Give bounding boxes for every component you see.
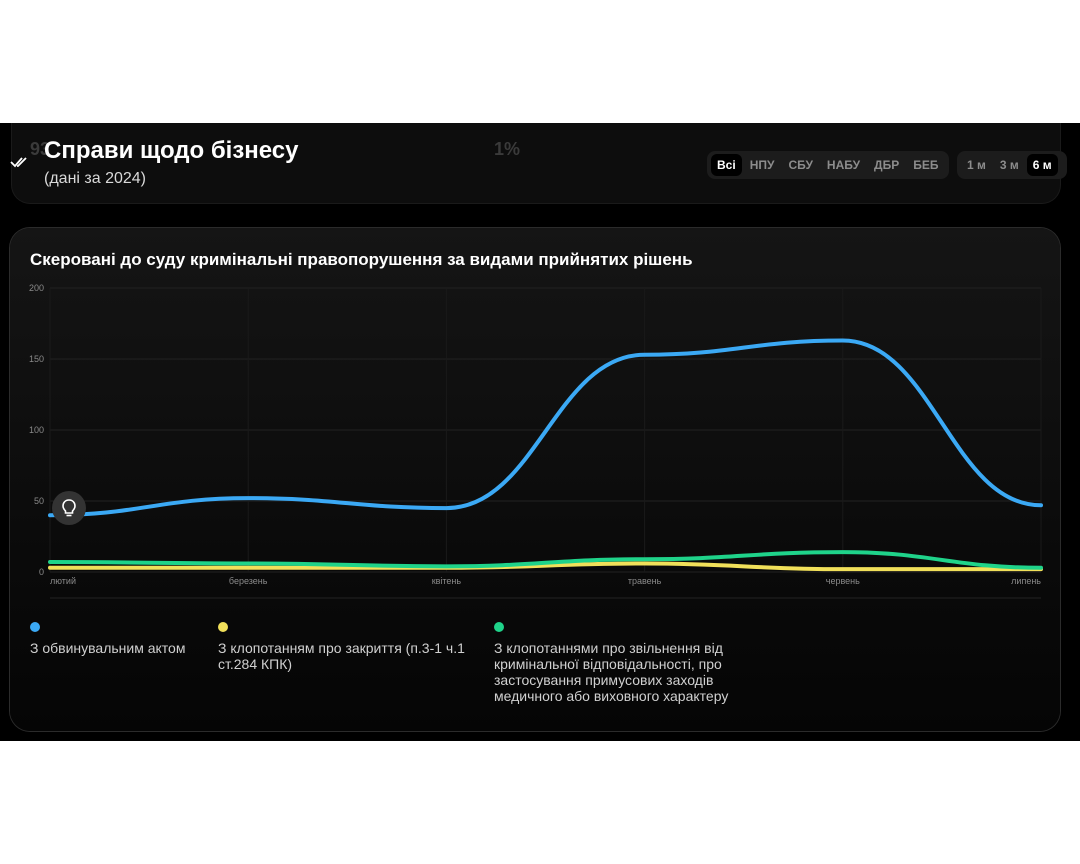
legend-label: З клопотанням про закриття (п.3-1 ч.1 ст… [218, 640, 465, 672]
y-tick-label: 0 [39, 567, 44, 577]
chart-card: Скеровані до суду кримінальні правопоруш… [10, 228, 1060, 731]
agency-option-npu[interactable]: НПУ [749, 158, 775, 172]
legend-dot [494, 622, 504, 632]
y-tick-label: 200 [29, 283, 44, 293]
summary-percent-partial: 1% [494, 139, 521, 159]
x-tick-label: липень [1011, 576, 1041, 586]
legend-dot [30, 622, 40, 632]
y-tick-label: 150 [29, 354, 44, 364]
x-tick-label: квітень [432, 576, 462, 586]
content-area: 93 1% Справи щодо бізнесу (дані за 2024)… [0, 123, 1080, 741]
legend-item: З обвинувальним актом [30, 622, 210, 656]
page-subtitle: (дані за 2024) [44, 170, 146, 187]
hint-button[interactable] [52, 491, 86, 525]
legend-label: З обвинувальним актом [30, 640, 186, 656]
period-filter: 1 м 3 м 6 м [957, 151, 1067, 179]
legend-dot [218, 622, 228, 632]
x-tick-label: червень [826, 576, 860, 586]
x-tick-label: травень [628, 576, 662, 586]
line-chart: 0 50 100 150 200 лютий березень квітень травень ч… [29, 283, 1043, 599]
x-tick-label: лютий [50, 576, 76, 586]
page-title: Справи щодо бізнесу [44, 137, 299, 164]
period-option-6m[interactable]: 6 м [1026, 154, 1058, 176]
period-option-1m[interactable]: 1 м [967, 158, 986, 172]
legend-item: З клопотаннями про звільнення від кримін… [494, 622, 756, 704]
agency-option-beb[interactable]: БЕБ [913, 158, 939, 172]
series-line [48, 550, 1043, 570]
summary-value-partial: 93 [30, 139, 51, 159]
double-check-icon [10, 157, 27, 168]
period-option-3m[interactable]: 3 м [999, 158, 1019, 172]
legend-label: З клопотаннями про звільнення від кримін… [494, 640, 729, 704]
agency-option-sbu[interactable]: СБУ [788, 158, 813, 172]
chart-title: Скеровані до суду кримінальні правопоруш… [30, 250, 693, 269]
agency-option-dbr[interactable]: ДБР [874, 158, 900, 172]
lightbulb-icon [62, 499, 76, 517]
series-line [48, 338, 1043, 518]
y-tick-label: 100 [29, 425, 44, 435]
series-line [48, 561, 1043, 572]
agency-option-nabu[interactable]: НАБУ [826, 158, 861, 172]
x-tick-label: березень [229, 576, 268, 586]
agency-option-all[interactable]: Всі [711, 154, 742, 176]
agency-filter: Всі НПУ СБУ НАБУ ДБР БЕБ [707, 151, 949, 179]
y-tick-label: 50 [34, 496, 44, 506]
legend-item: З клопотанням про закриття (п.3-1 ч.1 ст… [218, 622, 483, 672]
